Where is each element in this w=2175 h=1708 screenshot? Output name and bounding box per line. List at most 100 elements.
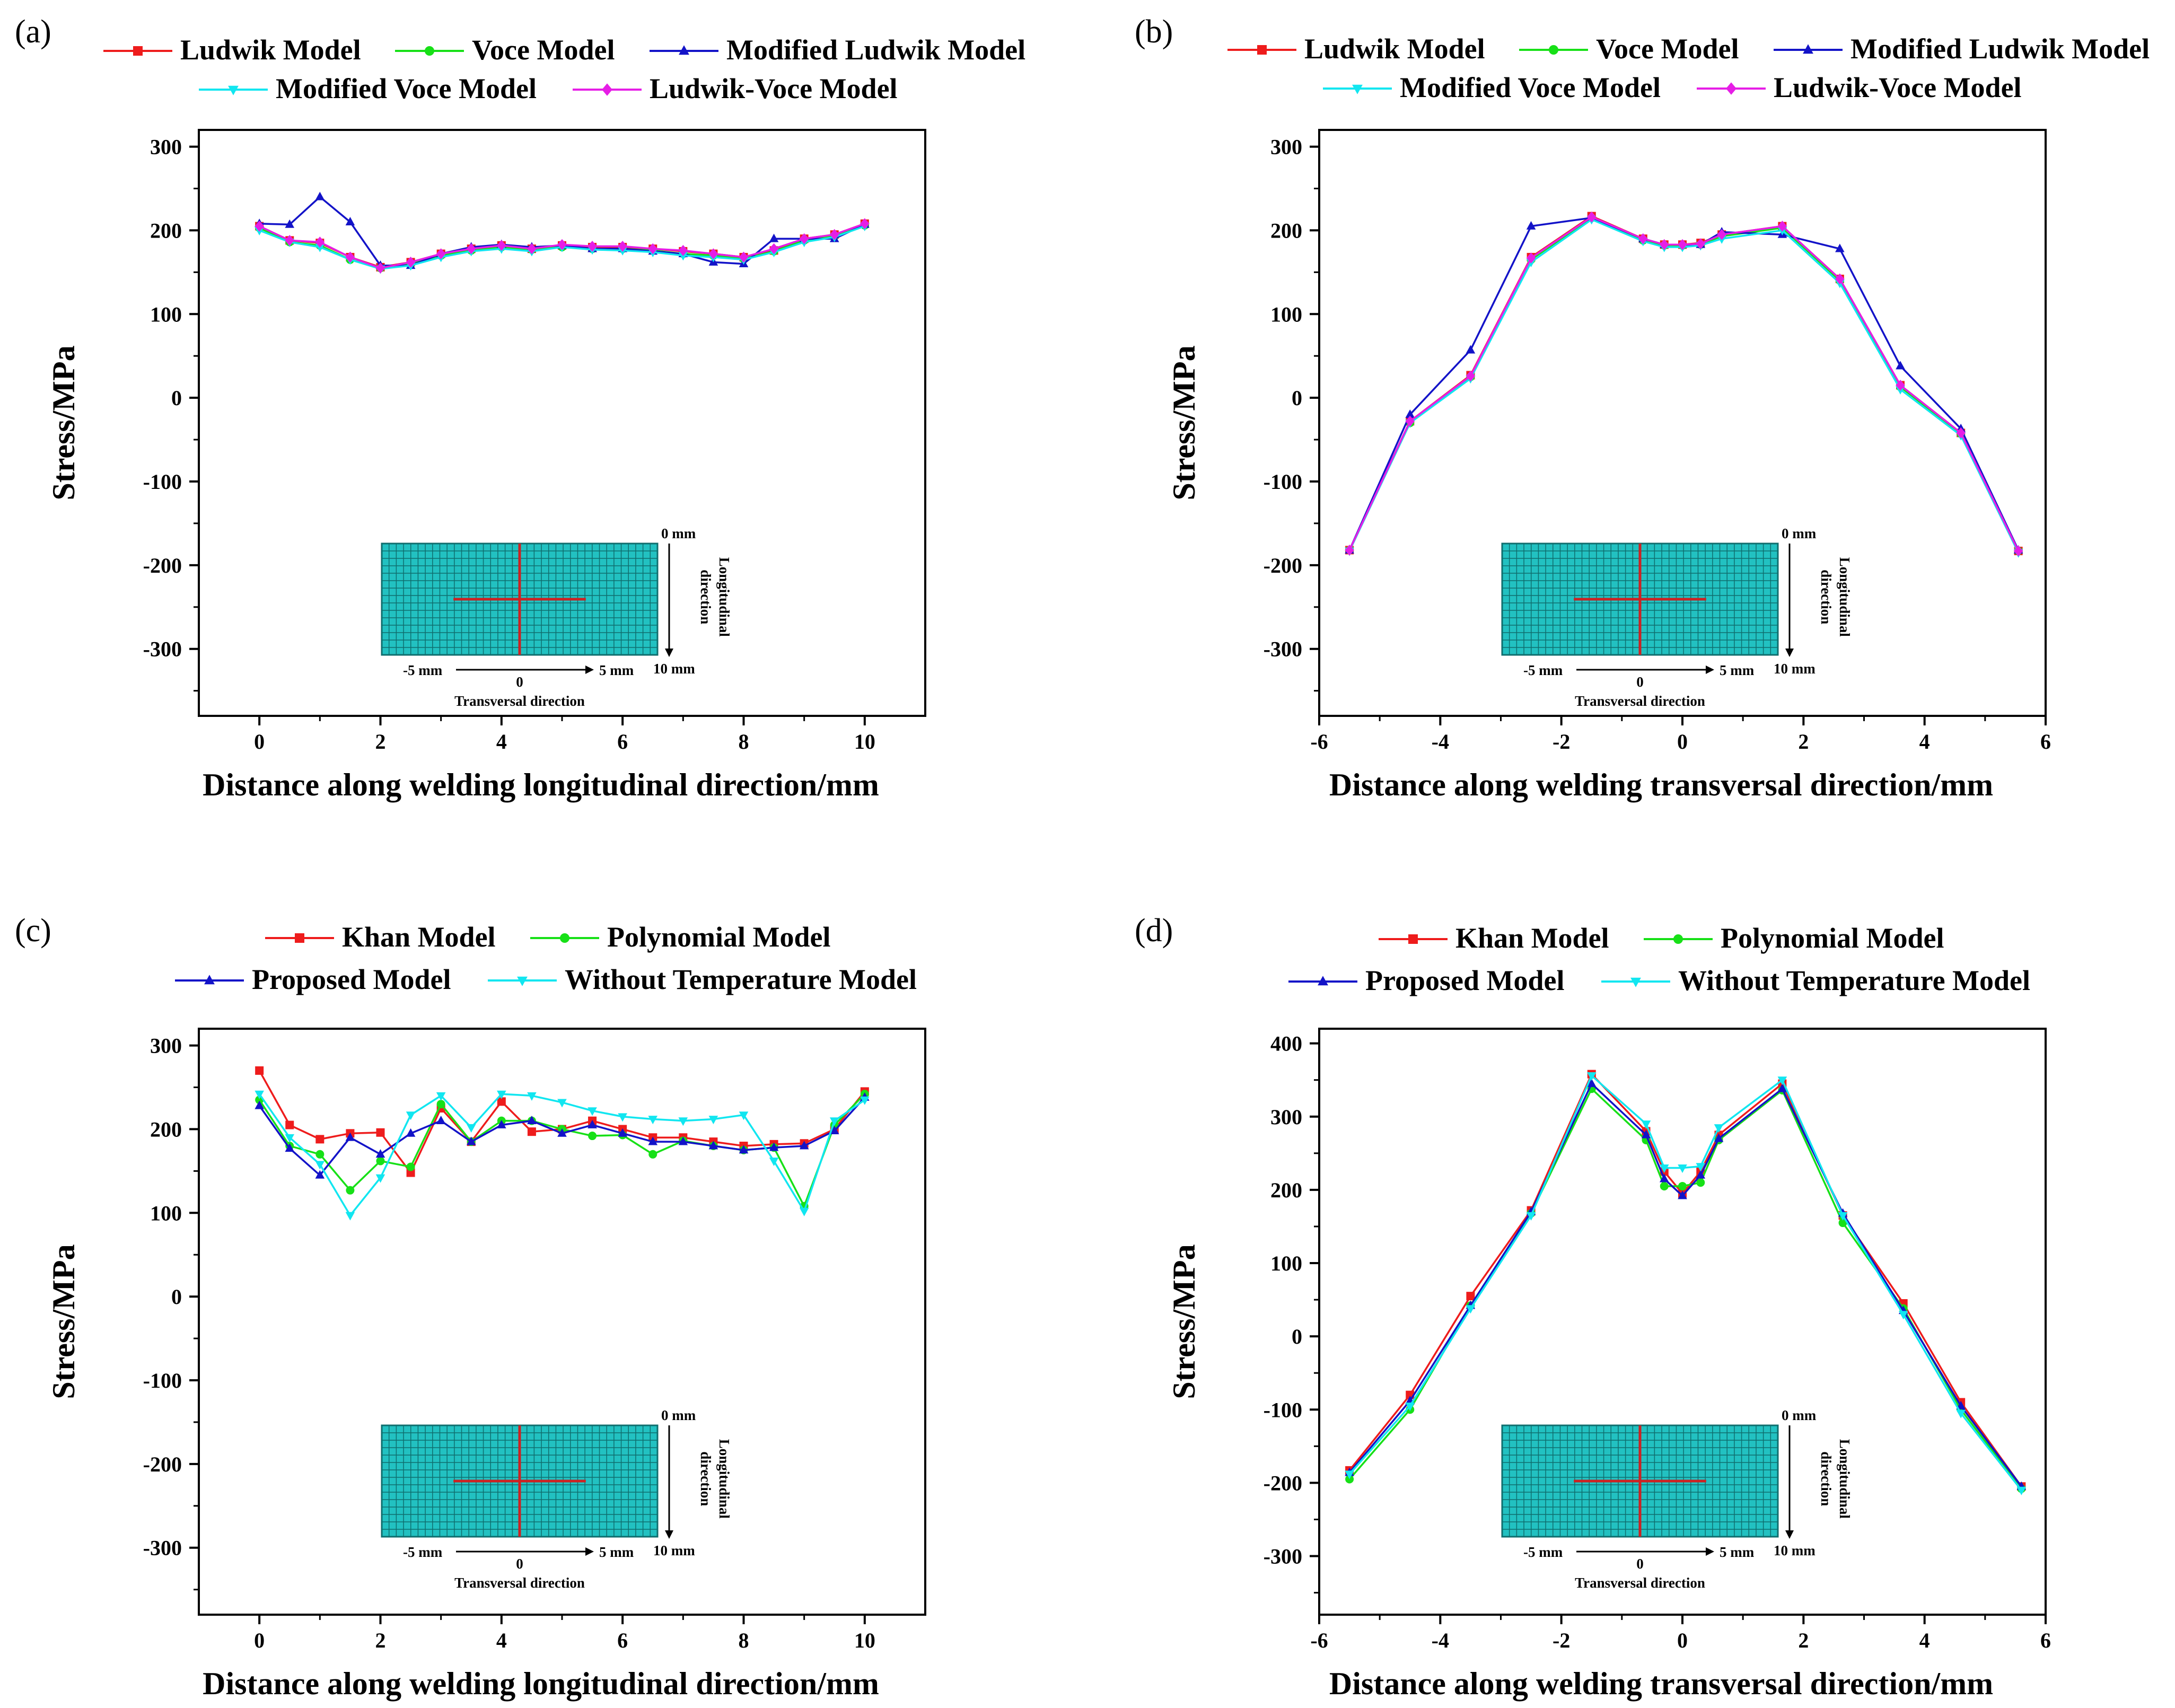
data-point — [769, 1158, 779, 1167]
data-point — [1777, 221, 1787, 232]
data-point — [255, 1100, 264, 1109]
y-axis-title: Stress/MPa — [46, 1244, 81, 1399]
longitudinal-label-line1: Longitudinal — [716, 1439, 732, 1519]
chart-panel-c: (c) -300 -200 -100 0 100 200 300 0 2 4 6 8 10 Distance… — [15, 913, 926, 1701]
data-point — [255, 1090, 264, 1099]
data-point — [466, 1136, 476, 1145]
x-tick-label: 0 — [1677, 730, 1688, 754]
transversal-arrow-head — [1706, 665, 1714, 674]
x-tick-label: 6 — [2040, 730, 2051, 754]
data-point — [739, 1145, 749, 1154]
data-point — [1956, 1400, 1966, 1409]
data-point — [618, 1113, 627, 1122]
data-point — [497, 1097, 506, 1106]
y-tick-label: 0 — [1292, 1325, 1302, 1348]
data-point — [1714, 1133, 1724, 1142]
x-tick-label: -4 — [1432, 1628, 1449, 1652]
chart-panel-b: (b) -300 -200 -100 0 100 200 300 -6 -4 -2 0 2 4 6 Dista… — [1135, 14, 2150, 802]
y-tick-label: 100 — [1270, 1251, 1302, 1275]
data-point — [1696, 1170, 1706, 1179]
data-point — [1345, 545, 1354, 556]
data-point — [739, 1111, 749, 1120]
y-tick-label: 0 — [171, 386, 182, 410]
data-point — [1526, 221, 1536, 230]
legend-label: Ludwik Model — [180, 34, 361, 66]
x-axis-title: Distance along welding longitudinal dire… — [203, 1666, 879, 1701]
data-point — [315, 1161, 325, 1170]
panel-label: (c) — [15, 913, 51, 949]
inset-end-label: 10 mm — [1774, 1543, 1816, 1558]
data-point — [648, 243, 658, 255]
data-point — [315, 1135, 325, 1144]
legend-label: Ludwik-Voce Model — [1774, 72, 2022, 103]
data-point — [527, 243, 537, 255]
x-tick-label: 6 — [617, 1628, 628, 1652]
chart-panel-d: (d) -300 -200 -100 0 100 200 300 400 -6 -4 -2 0 2 4 6 Di… — [1135, 913, 2051, 1701]
y-tick-label: 300 — [150, 1034, 182, 1058]
data-point — [285, 219, 295, 228]
y-tick-label: -300 — [1264, 1545, 1302, 1569]
data-point — [587, 1107, 597, 1116]
y-tick-label: 400 — [1270, 1032, 1302, 1056]
legend-label: Modified Ludwik Model — [1850, 33, 2150, 65]
inset-transversal-label: Transversal direction — [454, 693, 585, 709]
legend-marker — [560, 933, 569, 943]
data-point — [406, 1162, 415, 1171]
data-point — [1956, 427, 1966, 439]
inset-center-label: 0 — [1636, 674, 1644, 690]
data-point — [860, 1096, 870, 1105]
transversal-arrow-head — [1706, 1547, 1714, 1556]
data-point — [1586, 1078, 1597, 1087]
data-point — [769, 1142, 779, 1151]
longitudinal-label-line1: Longitudinal — [716, 557, 732, 637]
y-tick-label: 0 — [1292, 386, 1302, 410]
series-line-modified-voce-model — [1348, 218, 2020, 553]
longitudinal-arrow-head — [1785, 649, 1794, 657]
legend-marker — [1630, 977, 1641, 987]
legend-marker — [517, 976, 528, 986]
y-axis-title: Stress/MPa — [46, 345, 81, 500]
data-point — [315, 191, 325, 200]
inset-left-label: -5 mm — [403, 1544, 443, 1560]
legend-marker — [425, 46, 434, 56]
legend-label: Khan Model — [342, 921, 496, 953]
legend-label: Polynomial Model — [1721, 922, 1944, 954]
data-point — [648, 1150, 657, 1159]
legend-marker — [1549, 45, 1558, 55]
data-point — [1641, 1120, 1651, 1129]
data-point — [2016, 1486, 2027, 1495]
transversal-arrow-head — [585, 1547, 594, 1556]
x-tick-label: 2 — [375, 1628, 386, 1652]
inset-transversal-label: Transversal direction — [1575, 1575, 1705, 1591]
x-tick-label: 2 — [1798, 730, 1809, 754]
y-tick-label: -100 — [143, 1369, 182, 1392]
y-tick-label: 0 — [171, 1285, 182, 1309]
panel-label: (b) — [1135, 14, 1173, 50]
y-tick-label: 100 — [150, 1201, 182, 1225]
legend-label: Modified Voce Model — [1400, 72, 1661, 103]
y-tick-label: 100 — [150, 302, 182, 326]
data-point — [1659, 1173, 1669, 1183]
data-point — [315, 1170, 325, 1179]
inset-center-label: 0 — [1636, 1556, 1644, 1572]
data-point — [285, 1134, 295, 1143]
data-point — [618, 1128, 627, 1137]
data-point — [1405, 415, 1415, 427]
x-tick-label: 0 — [1677, 1628, 1688, 1652]
data-point — [345, 1132, 355, 1141]
data-point — [769, 243, 779, 255]
legend-label: Khan Model — [1455, 922, 1609, 954]
x-axis-title: Distance along welding transversal direc… — [1329, 767, 1993, 802]
data-point — [678, 1117, 688, 1126]
x-tick-label: 6 — [617, 730, 628, 754]
series-line-modified-ludwik-model — [1348, 217, 2020, 551]
data-point — [255, 1066, 264, 1075]
x-tick-label: -6 — [1310, 1628, 1328, 1652]
x-tick-label: 4 — [496, 1628, 507, 1652]
data-point — [1405, 1402, 1415, 1411]
data-point — [829, 1125, 839, 1134]
data-point — [466, 243, 476, 255]
